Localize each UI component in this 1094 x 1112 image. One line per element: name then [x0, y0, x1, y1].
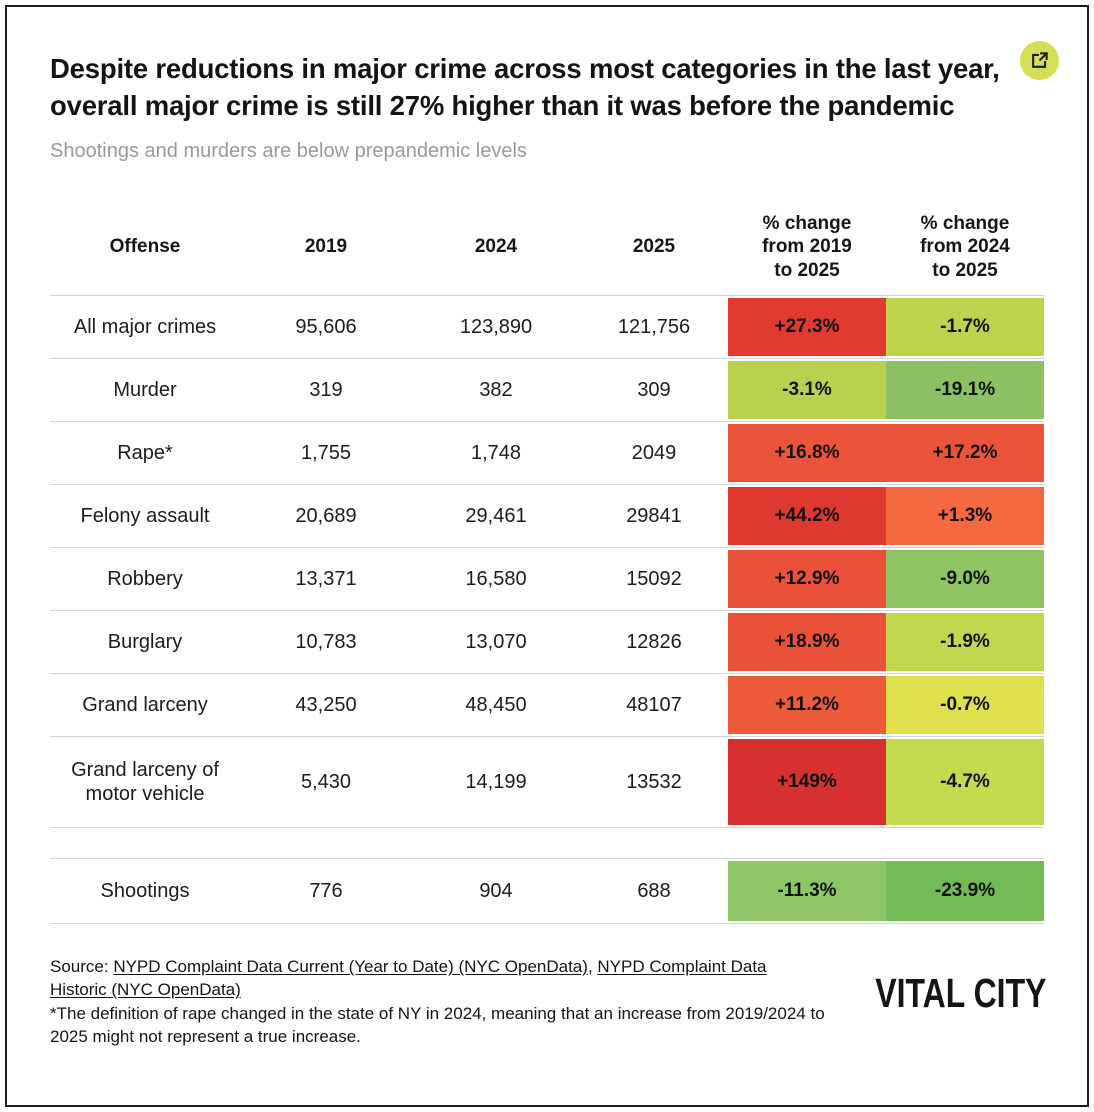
value-2025-cell: 121,756: [617, 316, 691, 339]
value-2019-cell: 319: [309, 379, 343, 402]
source-link-current[interactable]: NYPD Complaint Data Current (Year to Dat…: [113, 957, 588, 977]
table-row: All major crimes 95,606 123,890 121,756 +27.…: [50, 296, 1044, 358]
vital-city-logo: VITAL CITY: [874, 970, 1046, 1017]
value-2025-cell: 13532: [626, 771, 682, 794]
pct-change-2024-2025-cell: +1.3%: [886, 485, 1044, 547]
value-2024-cell: 1,748: [470, 442, 522, 465]
table-body: All major crimes 95,606 123,890 121,756 +27.…: [50, 296, 1044, 925]
value-2019-cell: 43,250: [295, 694, 357, 717]
value-2019-cell: 10,783: [295, 631, 357, 654]
table-row: Shootings 776 904 688 -11.3% -23.9%: [50, 858, 1044, 925]
source-link-historic[interactable]: NYPD Complaint Data Historic (NYC OpenDa…: [50, 957, 767, 999]
source-prefix: Source:: [50, 957, 114, 977]
pct-change-2019-2025-cell: +11.2%: [728, 674, 886, 736]
table-row: Robbery 13,371 16,580 15092 +12.9% -9.0%: [50, 547, 1044, 610]
rape-definition-note: *The definition of rape changed in the s…: [50, 1004, 825, 1046]
value-2024-cell: 13,070: [465, 631, 527, 654]
footer: Source: NYPD Complaint Data Current (Yea…: [50, 956, 1050, 1048]
table-row: Murder 319 382 309 -3.1% -19.1%: [50, 358, 1044, 421]
col-header-pct-2019-2025: % change from 2019 to 2025: [762, 212, 852, 282]
source-and-notes: Source: NYPD Complaint Data Current (Yea…: [50, 956, 827, 1048]
offense-cell: Grand larceny of motor vehicle: [71, 759, 219, 806]
pct-change-2024-2025-cell: +17.2%: [886, 422, 1044, 484]
pct-change-2024-2025-cell: -9.0%: [886, 548, 1044, 610]
value-2019-cell: 776: [309, 880, 343, 903]
offense-cell: Burglary: [107, 631, 183, 654]
value-2024-cell: 123,890: [459, 316, 533, 339]
pct-change-2019-2025-cell: -3.1%: [728, 359, 886, 421]
value-2024-cell: 14,199: [465, 771, 527, 794]
page-subtitle: Shootings and murders are below prepande…: [50, 140, 527, 163]
pct-change-2019-2025-cell: +18.9%: [728, 611, 886, 673]
offense-cell: Shootings: [100, 880, 190, 903]
pct-change-2024-2025-cell: -1.9%: [886, 611, 1044, 673]
table-row: Grand larceny of motor vehicle 5,430 14,19…: [50, 736, 1044, 829]
value-2024-cell: 48,450: [465, 694, 527, 717]
card-frame: Despite reductions in major crime across…: [5, 5, 1089, 1107]
value-2019-cell: 95,606: [295, 316, 357, 339]
pct-change-2019-2025-cell: +27.3%: [728, 296, 886, 358]
table-row: Grand larceny 43,250 48,450 48107 +11.2% -0.7…: [50, 673, 1044, 736]
pct-change-2024-2025-cell: -0.7%: [886, 674, 1044, 736]
offense-cell: Grand larceny: [82, 694, 208, 717]
pct-change-2024-2025-cell: -19.1%: [886, 359, 1044, 421]
col-header-2019: 2019: [304, 236, 348, 258]
offense-cell: Rape*: [117, 442, 173, 465]
crime-table: Offense 2019 2024 2025 % change from 201…: [50, 199, 1044, 925]
value-2025-cell: 48107: [626, 694, 682, 717]
table-row: Burglary 10,783 13,070 12826 +18.9% -1.9%: [50, 610, 1044, 673]
value-2025-cell: 2049: [631, 442, 677, 465]
pct-change-2019-2025-cell: -11.3%: [728, 859, 886, 923]
value-2025-cell: 688: [637, 880, 671, 903]
value-2024-cell: 29,461: [465, 505, 527, 528]
col-header-pct-2024-2025: % change from 2024 to 2025: [920, 212, 1010, 282]
offense-cell: All major crimes: [73, 316, 217, 339]
pct-change-2019-2025-cell: +44.2%: [728, 485, 886, 547]
pct-change-2019-2025-cell: +12.9%: [728, 548, 886, 610]
col-header-offense: Offense: [109, 236, 181, 258]
col-header-2025: 2025: [632, 236, 676, 258]
value-2024-cell: 16,580: [465, 568, 527, 591]
col-header-2024: 2024: [474, 236, 518, 258]
offense-cell: Robbery: [107, 568, 183, 591]
pct-change-2019-2025-cell: +16.8%: [728, 422, 886, 484]
source-separator: ,: [587, 957, 598, 977]
value-2025-cell: 309: [637, 379, 671, 402]
value-2024-cell: 904: [479, 880, 513, 903]
value-2019-cell: 13,371: [295, 568, 357, 591]
value-2024-cell: 382: [479, 379, 513, 402]
value-2019-cell: 1,755: [300, 442, 352, 465]
value-2019-cell: 20,689: [295, 505, 357, 528]
external-link-button[interactable]: [1020, 41, 1059, 80]
pct-change-2024-2025-cell: -23.9%: [886, 859, 1044, 923]
pct-change-2024-2025-cell: -1.7%: [886, 296, 1044, 358]
value-2025-cell: 12826: [626, 631, 682, 654]
offense-cell: Murder: [113, 379, 177, 402]
table-row: Felony assault 20,689 29,461 29841 +44.2% +1.…: [50, 484, 1044, 547]
table-header-row: Offense 2019 2024 2025 % change from 201…: [50, 199, 1044, 297]
pct-change-2024-2025-cell: -4.7%: [886, 737, 1044, 827]
value-2025-cell: 29841: [626, 505, 682, 528]
source-line: Source: NYPD Complaint Data Current (Yea…: [50, 956, 827, 1001]
external-link-icon: [1030, 51, 1049, 70]
value-2025-cell: 15092: [626, 568, 682, 591]
table-row: Rape* 1,755 1,748 2049 +16.8% +17.2%: [50, 421, 1044, 484]
pct-change-2019-2025-cell: +149%: [728, 737, 886, 827]
value-2019-cell: 5,430: [300, 771, 352, 794]
offense-cell: Felony assault: [80, 505, 210, 528]
page-title: Despite reductions in major crime across…: [50, 53, 1000, 121]
